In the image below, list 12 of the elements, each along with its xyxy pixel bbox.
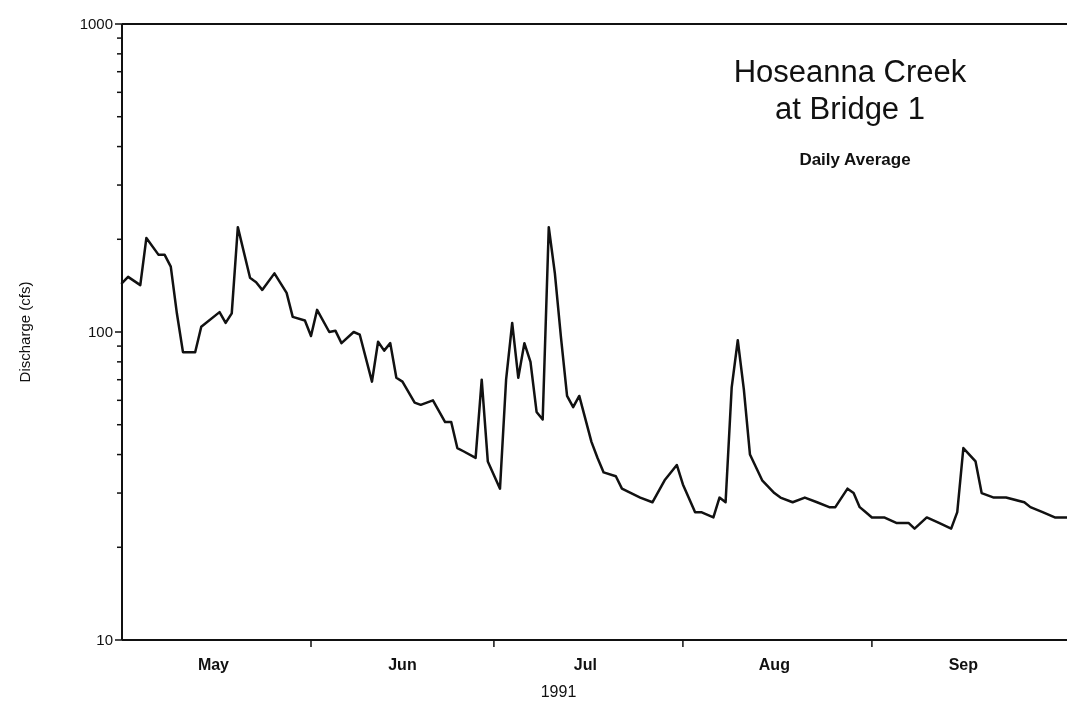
x-tick-label: May [197,656,230,673]
x-tick-label: Jun [388,656,417,673]
x-tick-label: Jul [573,656,597,673]
x-axis-title: 1991 [540,683,577,700]
y-tick-label: 100 [87,323,113,341]
y-axis-title: Discharge (cfs) [16,281,33,383]
x-tick-label: Aug [758,656,790,673]
x-tick-label: Sep [948,656,979,673]
y-tick-label: 10 [96,631,113,649]
y-tick-label: 1000 [79,15,113,33]
text: Hoseanna Creek at Bridge 1 [733,54,967,127]
text: Daily Average [799,150,911,169]
